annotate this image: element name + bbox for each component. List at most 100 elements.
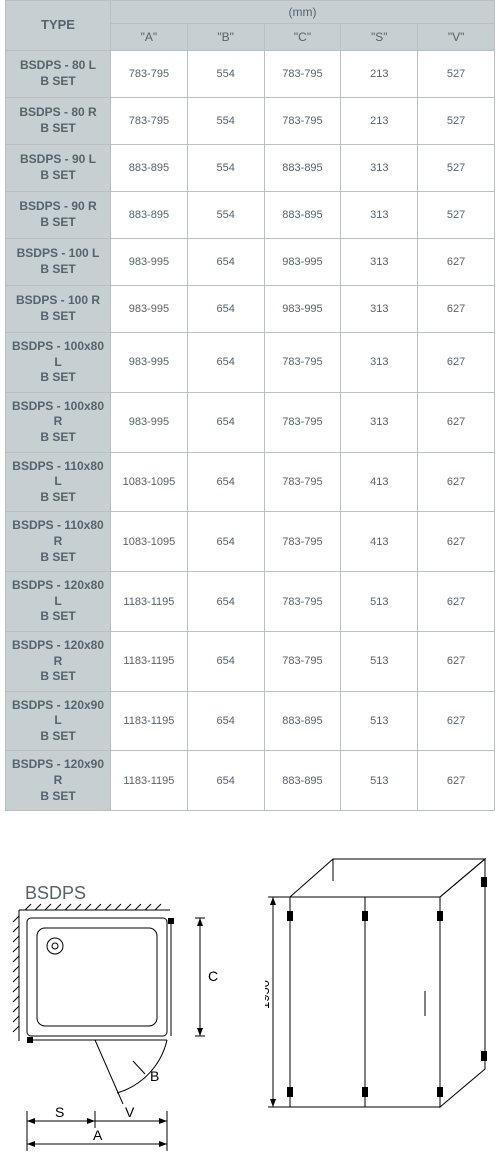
cell-a: 883-895 bbox=[111, 145, 188, 192]
cell-s: 313 bbox=[341, 333, 418, 393]
cell-s: 413 bbox=[341, 512, 418, 572]
row-type-line2: B SET bbox=[40, 121, 75, 135]
elevation-view-drawing: 1950 bbox=[265, 851, 495, 1131]
table-row: BSDPS - 90 LB SET883-895554883-895313527 bbox=[6, 145, 495, 192]
cell-a: 983-995 bbox=[111, 286, 188, 333]
cell-b: 654 bbox=[187, 572, 264, 632]
dim-label-v: V bbox=[125, 1104, 135, 1120]
row-type: BSDPS - 120x90 RB SET bbox=[6, 751, 111, 811]
dim-label-height: 1950 bbox=[265, 980, 272, 1009]
cell-s: 513 bbox=[341, 691, 418, 751]
row-type-line2: B SET bbox=[40, 309, 75, 323]
cell-c: 783-795 bbox=[264, 51, 341, 98]
cell-v: 627 bbox=[418, 751, 495, 811]
row-type-line1: BSDPS - 80 R bbox=[19, 105, 96, 119]
diagrams-area: BSDPS bbox=[5, 841, 495, 1161]
cell-s: 513 bbox=[341, 572, 418, 632]
row-type-line1: BSDPS - 100x80 R bbox=[12, 399, 104, 429]
cell-a: 1183-1195 bbox=[111, 691, 188, 751]
row-type-line2: B SET bbox=[40, 370, 75, 384]
cell-v: 527 bbox=[418, 51, 495, 98]
cell-c: 783-795 bbox=[264, 512, 341, 572]
cell-v: 627 bbox=[418, 631, 495, 691]
cell-c: 783-795 bbox=[264, 392, 341, 452]
table-row: BSDPS - 100x80 RB SET 983-995654783-79531… bbox=[6, 392, 495, 452]
table-row: BSDPS - 110x80 RB SET1083-1095654783-795… bbox=[6, 512, 495, 572]
cell-c: 983-995 bbox=[264, 239, 341, 286]
table-row: BSDPS - 100 LB SET983-995654983-99531362… bbox=[6, 239, 495, 286]
cell-a: 1183-1195 bbox=[111, 751, 188, 811]
cell-c: 883-895 bbox=[264, 691, 341, 751]
dim-label-b: B bbox=[150, 1068, 159, 1084]
cell-v: 627 bbox=[418, 572, 495, 632]
row-type: BSDPS - 110x80 LB SET bbox=[6, 452, 111, 512]
row-type-line1: BSDPS - 110x80 R bbox=[12, 518, 103, 548]
cell-s: 213 bbox=[341, 98, 418, 145]
cell-b: 654 bbox=[187, 239, 264, 286]
row-type: BSDPS - 90 LB SET bbox=[6, 145, 111, 192]
table-row: BSDPS - 120x90 RB SET1183-1195654883-895… bbox=[6, 751, 495, 811]
cell-a: 783-795 bbox=[111, 51, 188, 98]
cell-b: 654 bbox=[187, 691, 264, 751]
cell-v: 627 bbox=[418, 392, 495, 452]
cell-v: 627 bbox=[418, 691, 495, 751]
cell-s: 313 bbox=[341, 239, 418, 286]
row-type-line1: BSDPS - 90 L bbox=[20, 152, 96, 166]
cell-s: 513 bbox=[341, 631, 418, 691]
cell-a: 983-995 bbox=[111, 333, 188, 393]
row-type-line1: BSDPS - 120x80 R bbox=[12, 638, 104, 668]
row-type-line1: BSDPS - 120x90 R bbox=[12, 757, 104, 787]
col-header-a: "A" bbox=[111, 24, 188, 51]
cell-s: 513 bbox=[341, 751, 418, 811]
row-type-line2: B SET bbox=[40, 74, 75, 88]
cell-a: 1183-1195 bbox=[111, 631, 188, 691]
cell-s: 313 bbox=[341, 392, 418, 452]
table-row: BSDPS - 100 RB SET983-995654983-99531362… bbox=[6, 286, 495, 333]
table-row: BSDPS - 100x80 LB SET983-995654783-79531… bbox=[6, 333, 495, 393]
cell-b: 654 bbox=[187, 392, 264, 452]
col-header-v: "V" bbox=[418, 24, 495, 51]
row-type-line2: B SET bbox=[40, 669, 75, 683]
row-type-line2: B SET bbox=[40, 430, 75, 444]
col-header-unit: (mm) bbox=[111, 1, 495, 24]
table-row: BSDPS - 110x80 LB SET1083-1095654783-795… bbox=[6, 452, 495, 512]
dim-label-s: S bbox=[55, 1104, 64, 1120]
row-type: BSDPS - 80 R B SET bbox=[6, 98, 111, 145]
cell-a: 883-895 bbox=[111, 192, 188, 239]
cell-b: 654 bbox=[187, 452, 264, 512]
plan-view-drawing: C B S V A bbox=[5, 896, 245, 1156]
cell-c: 783-795 bbox=[264, 572, 341, 632]
cell-a: 1183-1195 bbox=[111, 572, 188, 632]
cell-b: 654 bbox=[187, 333, 264, 393]
cell-a: 1083-1095 bbox=[111, 512, 188, 572]
row-type-line1: BSDPS - 100 L bbox=[17, 246, 100, 260]
table-row: BSDPS - 80 LB SET783-795554783-795213527 bbox=[6, 51, 495, 98]
cell-b: 654 bbox=[187, 286, 264, 333]
row-type: BSDPS - 90 RB SET bbox=[6, 192, 111, 239]
cell-b: 554 bbox=[187, 51, 264, 98]
table-row: BSDPS - 80 RB SET783-795554783-795213527 bbox=[6, 98, 495, 145]
row-type-line2: B SET bbox=[40, 550, 75, 564]
row-type-line2: B SET bbox=[40, 609, 75, 623]
cell-v: 527 bbox=[418, 145, 495, 192]
cell-a: 983-995 bbox=[111, 392, 188, 452]
cell-v: 527 bbox=[418, 98, 495, 145]
cell-a: 1083-1095 bbox=[111, 452, 188, 512]
spec-table: TYPE (mm) "A""B""C""S""V" BSDPS - 80 LB … bbox=[5, 0, 495, 811]
cell-c: 783-795 bbox=[264, 452, 341, 512]
cell-b: 554 bbox=[187, 98, 264, 145]
cell-v: 627 bbox=[418, 333, 495, 393]
row-type-line1: BSDPS - 120x80 L bbox=[12, 578, 104, 608]
row-type-line2: B SET bbox=[40, 729, 75, 743]
cell-v: 627 bbox=[418, 286, 495, 333]
row-type-line2: B SET bbox=[40, 215, 75, 229]
row-type-line1: BSDPS - 100x80 L bbox=[12, 339, 104, 369]
cell-v: 627 bbox=[418, 239, 495, 286]
row-type-line2: B SET bbox=[40, 262, 75, 276]
row-type: BSDPS - 100 L B SET bbox=[6, 239, 111, 286]
cell-b: 554 bbox=[187, 145, 264, 192]
cell-s: 413 bbox=[341, 452, 418, 512]
row-type: BSDPS - 100x80 LB SET bbox=[6, 333, 111, 393]
cell-s: 313 bbox=[341, 286, 418, 333]
cell-v: 627 bbox=[418, 512, 495, 572]
